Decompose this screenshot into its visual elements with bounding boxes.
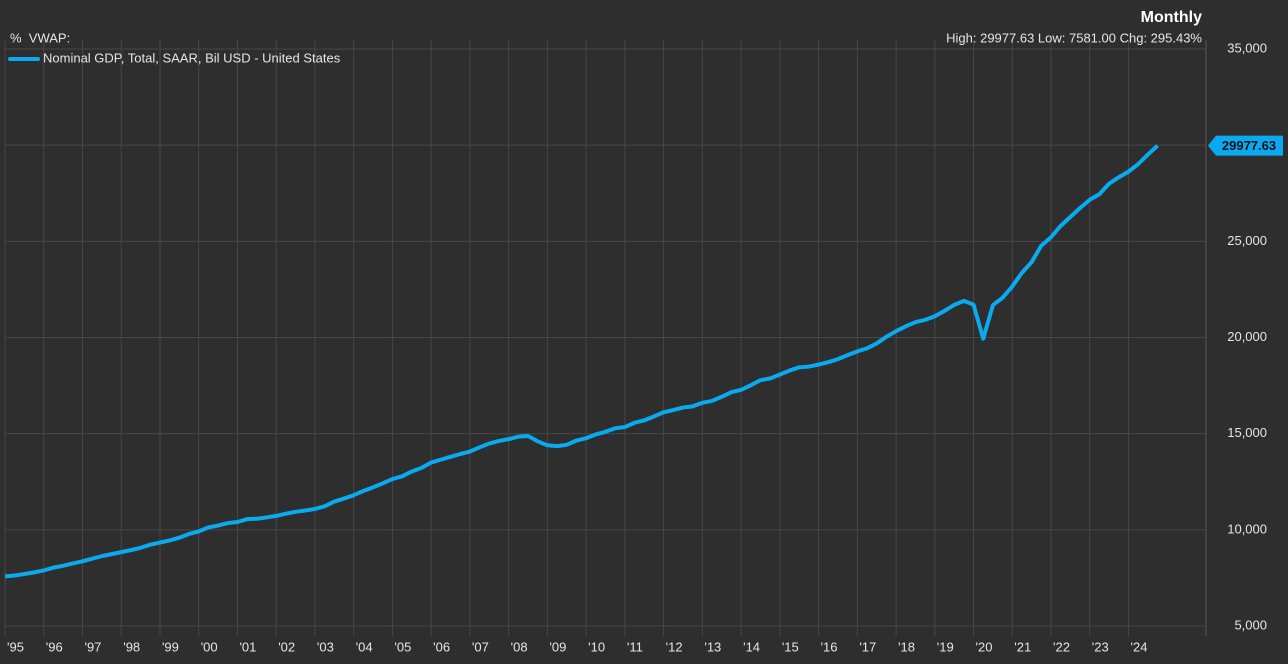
- x-tick-label: '09: [549, 639, 566, 654]
- x-tick-label: '16: [821, 639, 838, 654]
- x-tick-label: '17: [859, 639, 876, 654]
- stats: High: 29977.63 Low: 7581.00 Chg: 295.43%: [946, 30, 1202, 45]
- x-tick-label: '15: [782, 639, 799, 654]
- y-tick-label: 5,000: [1234, 617, 1267, 632]
- x-tick-label: '01: [239, 639, 256, 654]
- x-tick-label: '02: [278, 639, 295, 654]
- legend-label: Nominal GDP, Total, SAAR, Bil USD - Unit…: [43, 50, 341, 65]
- x-tick-label: '24: [1131, 639, 1148, 654]
- x-tick-label: '07: [472, 639, 489, 654]
- series-line: [4, 144, 1159, 579]
- x-tick-label: '14: [743, 639, 760, 654]
- x-tick-label: '12: [666, 639, 683, 654]
- x-tick-label: '98: [123, 639, 140, 654]
- y-tick-label: 25,000: [1227, 233, 1267, 248]
- x-tick-label: '21: [1014, 639, 1031, 654]
- grid: [4, 40, 1206, 636]
- x-tick-label: '97: [84, 639, 101, 654]
- chart-title: Monthly: [1141, 9, 1202, 26]
- x-tick-label: '10: [588, 639, 605, 654]
- x-tick-label: '05: [394, 639, 411, 654]
- x-tick-label: '00: [201, 639, 218, 654]
- x-tick-label: '06: [433, 639, 450, 654]
- y-tick-label: 10,000: [1227, 521, 1267, 536]
- last-value-tag: [1208, 135, 1283, 156]
- x-tick-label: '18: [898, 639, 915, 654]
- x-tick-label: '23: [1092, 639, 1109, 654]
- x-tick-label: '04: [356, 639, 373, 654]
- last-value-label: 29977.63: [1222, 138, 1276, 153]
- subtitle: % VWAP:: [10, 30, 70, 45]
- x-tick-label: '20: [976, 639, 993, 654]
- x-tick-label: '99: [162, 639, 179, 654]
- y-tick-label: 15,000: [1227, 425, 1267, 440]
- y-tick-label: 35,000: [1227, 40, 1267, 55]
- x-tick-label: '03: [317, 639, 334, 654]
- x-tick-label: '22: [1053, 639, 1070, 654]
- x-tick-label: '96: [46, 639, 63, 654]
- x-tick-label: '19: [937, 639, 954, 654]
- x-tick-label: '95: [7, 639, 24, 654]
- x-tick-label: '13: [704, 639, 721, 654]
- x-tick-label: '11: [627, 639, 643, 654]
- x-tick-label: '08: [511, 639, 528, 654]
- y-tick-label: 20,000: [1227, 329, 1267, 344]
